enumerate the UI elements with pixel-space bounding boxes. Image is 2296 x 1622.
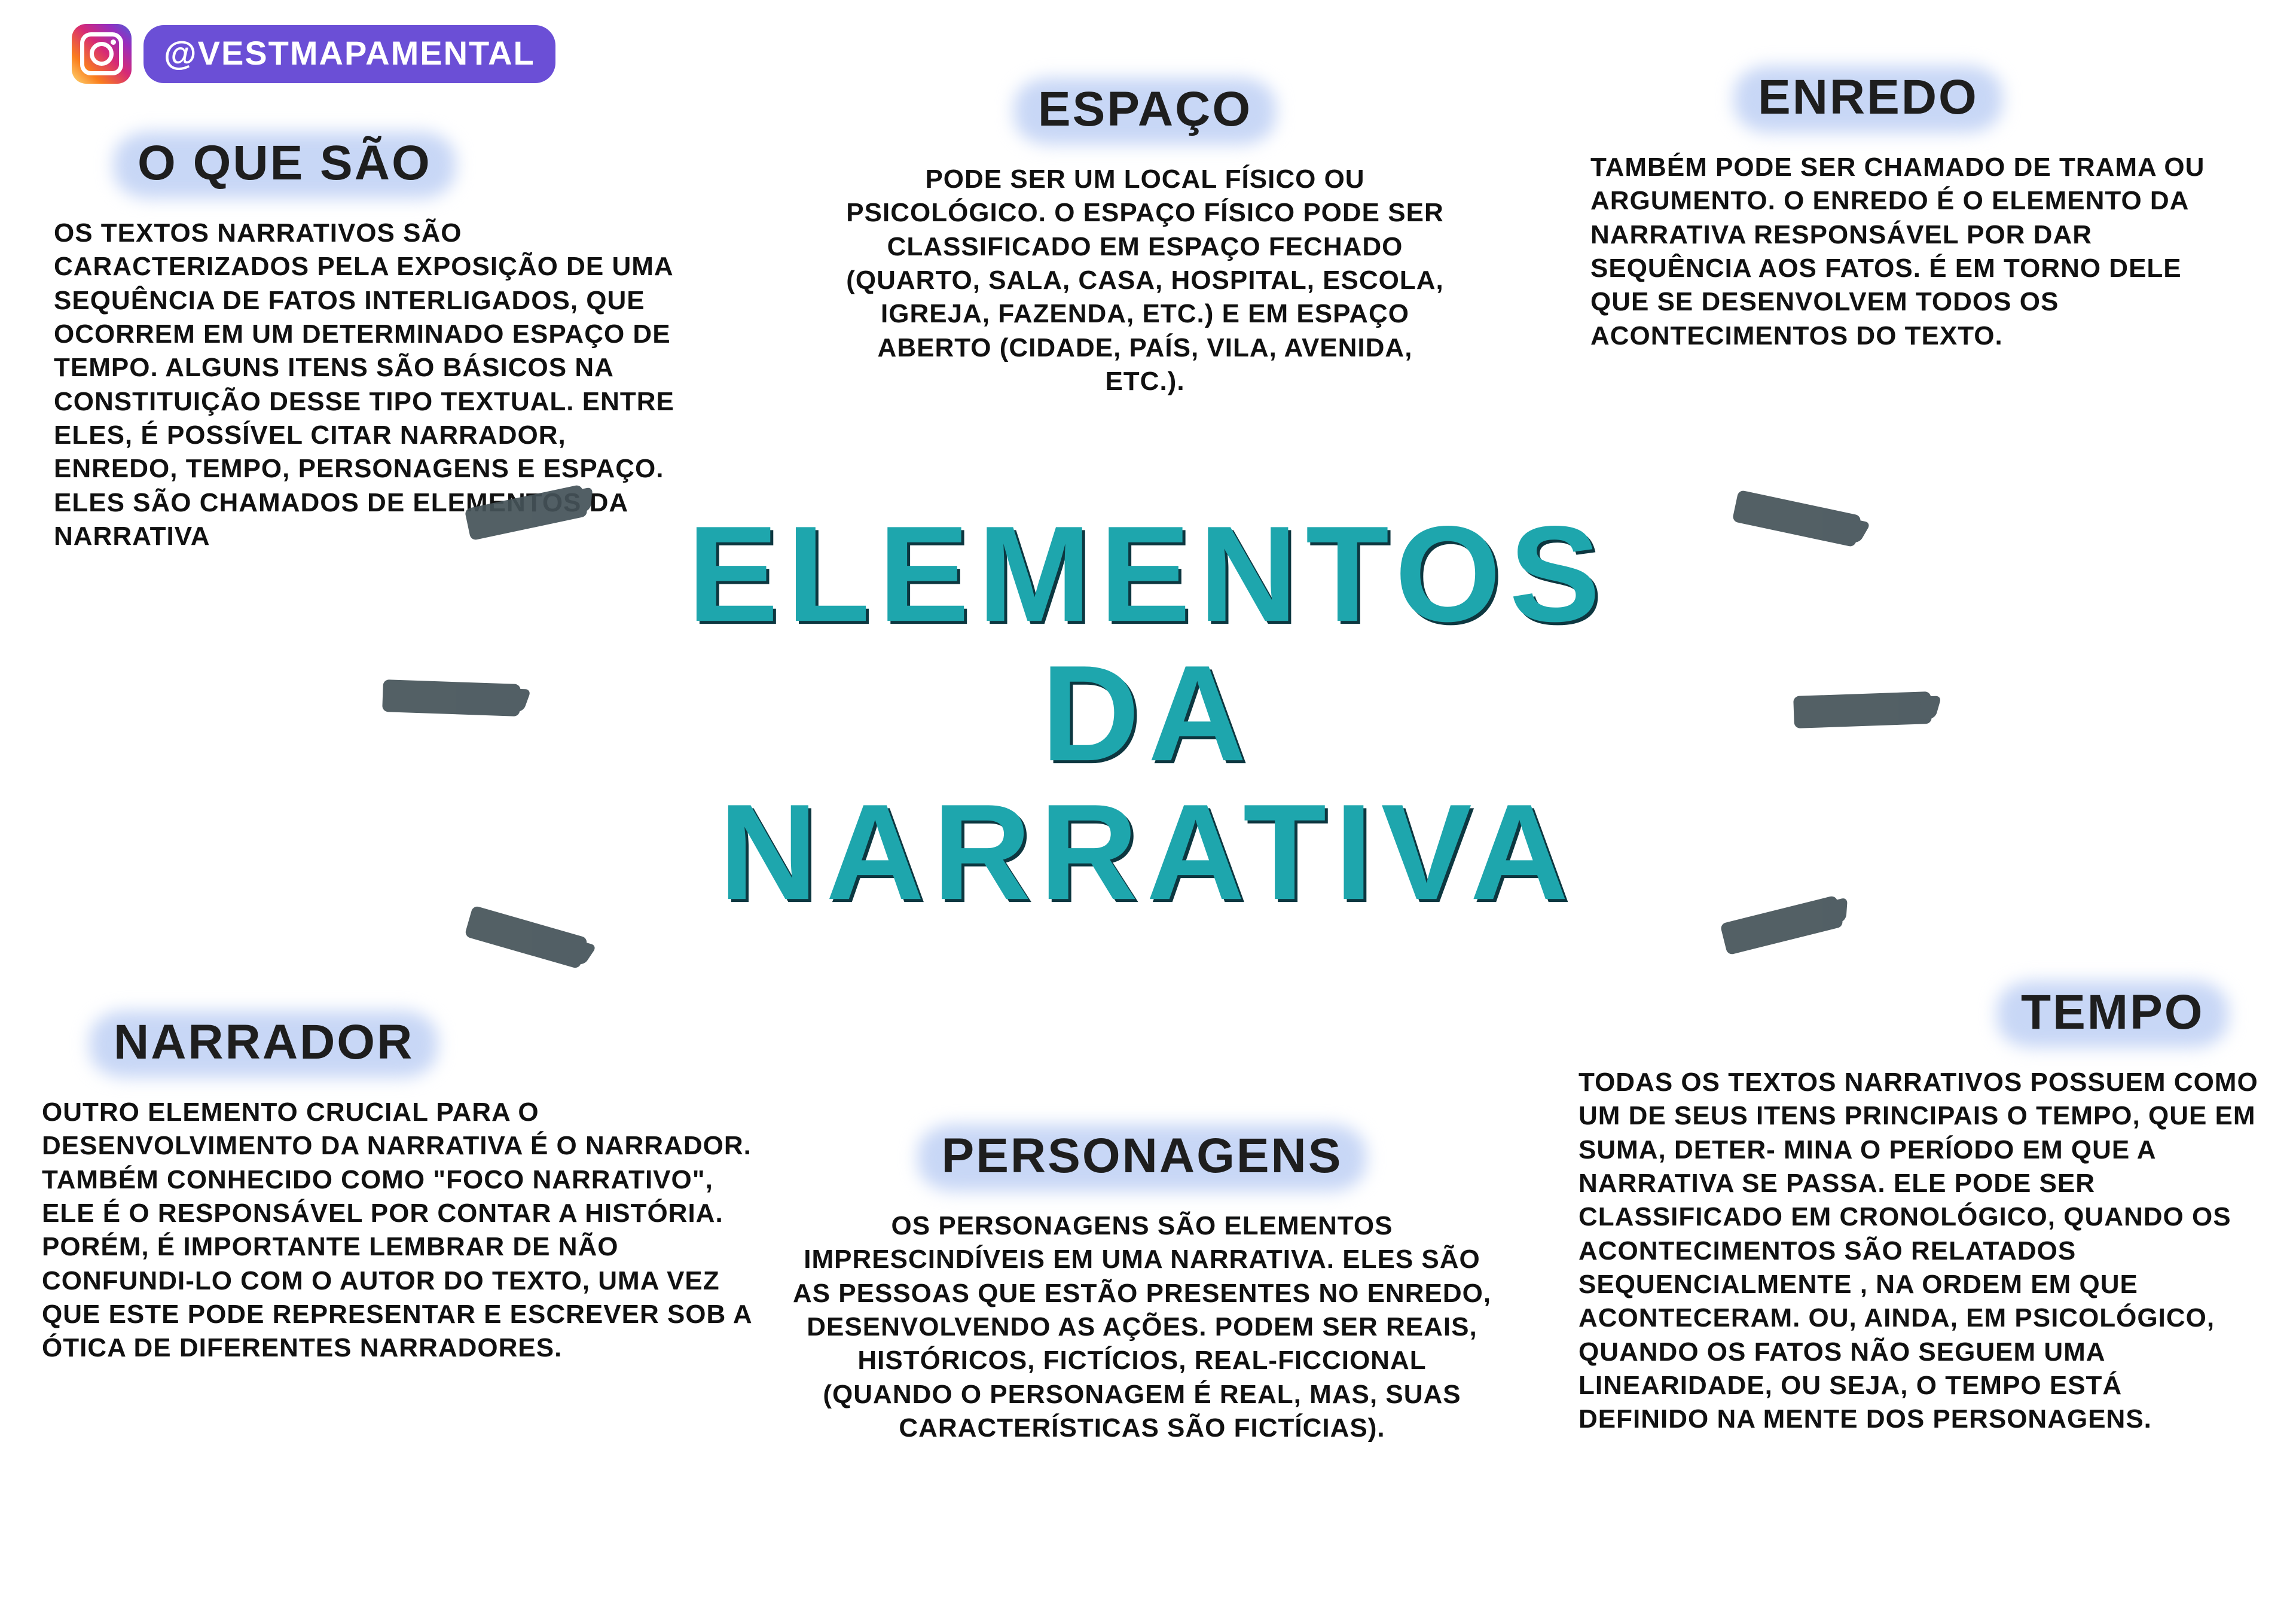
section-tempo: TEMPO TODAS OS TEXTOS NARRATIVOS POSSUEM… — [1578, 981, 2260, 1436]
heading-highlight: ESPAÇO — [1014, 78, 1276, 145]
instagram-badge: @VESTMAPAMENTAL — [72, 24, 555, 84]
brush-stroke-icon — [464, 905, 588, 969]
section-body: PODE SER UM LOCAL FÍSICO OU PSICOLÓGICO.… — [837, 163, 1453, 398]
center-title-line1: ELEMENTOS DA — [580, 505, 1716, 783]
section-narrador: NARRADOR OUTRO ELEMENTO CRUCIAL PARA O D… — [42, 1011, 759, 1365]
section-o-que-sao: O QUE SÃO OS TEXTOS NARRATIVOS SÃO CARAC… — [54, 132, 688, 553]
section-title: TEMPO — [2021, 984, 2205, 1041]
section-body: TODAS OS TEXTOS NARRATIVOS POSSUEM COMO … — [1578, 1066, 2260, 1436]
section-title: NARRADOR — [114, 1014, 414, 1071]
section-body: TAMBÉM PODE SER CHAMADO DE TRAMA OU ARGU… — [1590, 151, 2248, 353]
heading-highlight: ENREDO — [1734, 66, 2002, 133]
section-title: ENREDO — [1758, 69, 1979, 126]
heading-highlight: O QUE SÃO — [114, 132, 456, 199]
section-espaco: ESPAÇO PODE SER UM LOCAL FÍSICO OU PSICO… — [837, 78, 1453, 398]
center-title: ELEMENTOS DA NARRATIVA — [580, 505, 1716, 922]
instagram-handle: @VESTMAPAMENTAL — [144, 25, 555, 83]
heading-highlight: PERSONAGENS — [918, 1124, 1367, 1191]
brush-stroke-icon — [382, 679, 521, 717]
section-body: OS TEXTOS NARRATIVOS SÃO CARACTERIZADOS … — [54, 217, 688, 553]
center-title-line2: NARRATIVA — [580, 783, 1716, 923]
section-title: O QUE SÃO — [138, 135, 432, 191]
section-body: OUTRO ELEMENTO CRUCIAL PARA O DESENVOLVI… — [42, 1096, 759, 1365]
instagram-icon — [72, 24, 132, 84]
heading-highlight: NARRADOR — [90, 1011, 438, 1078]
brush-stroke-icon — [1732, 490, 1862, 547]
brush-stroke-icon — [1720, 895, 1843, 956]
section-body: OS PERSONAGENS SÃO ELEMENTOS IMPRESCINDÍ… — [789, 1209, 1495, 1445]
section-title: ESPAÇO — [1038, 81, 1252, 138]
heading-highlight: TEMPO — [1997, 981, 2228, 1048]
section-personagens: PERSONAGENS OS PERSONAGENS SÃO ELEMENTOS… — [789, 1124, 1495, 1445]
section-title: PERSONAGENS — [942, 1128, 1343, 1184]
brush-stroke-icon — [1793, 691, 1932, 728]
section-enredo: ENREDO TAMBÉM PODE SER CHAMADO DE TRAMA … — [1590, 66, 2248, 353]
